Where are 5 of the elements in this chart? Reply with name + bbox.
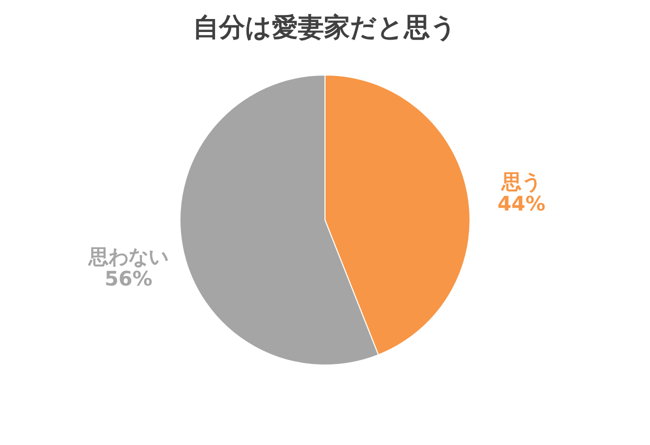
slice-label: 思う <box>500 170 542 194</box>
chart-title: 自分は愛妻家だと思う <box>193 13 457 43</box>
data-label: 56% <box>104 266 152 290</box>
slice-label: 思わない <box>88 244 169 268</box>
data-label: 44% <box>498 192 546 216</box>
